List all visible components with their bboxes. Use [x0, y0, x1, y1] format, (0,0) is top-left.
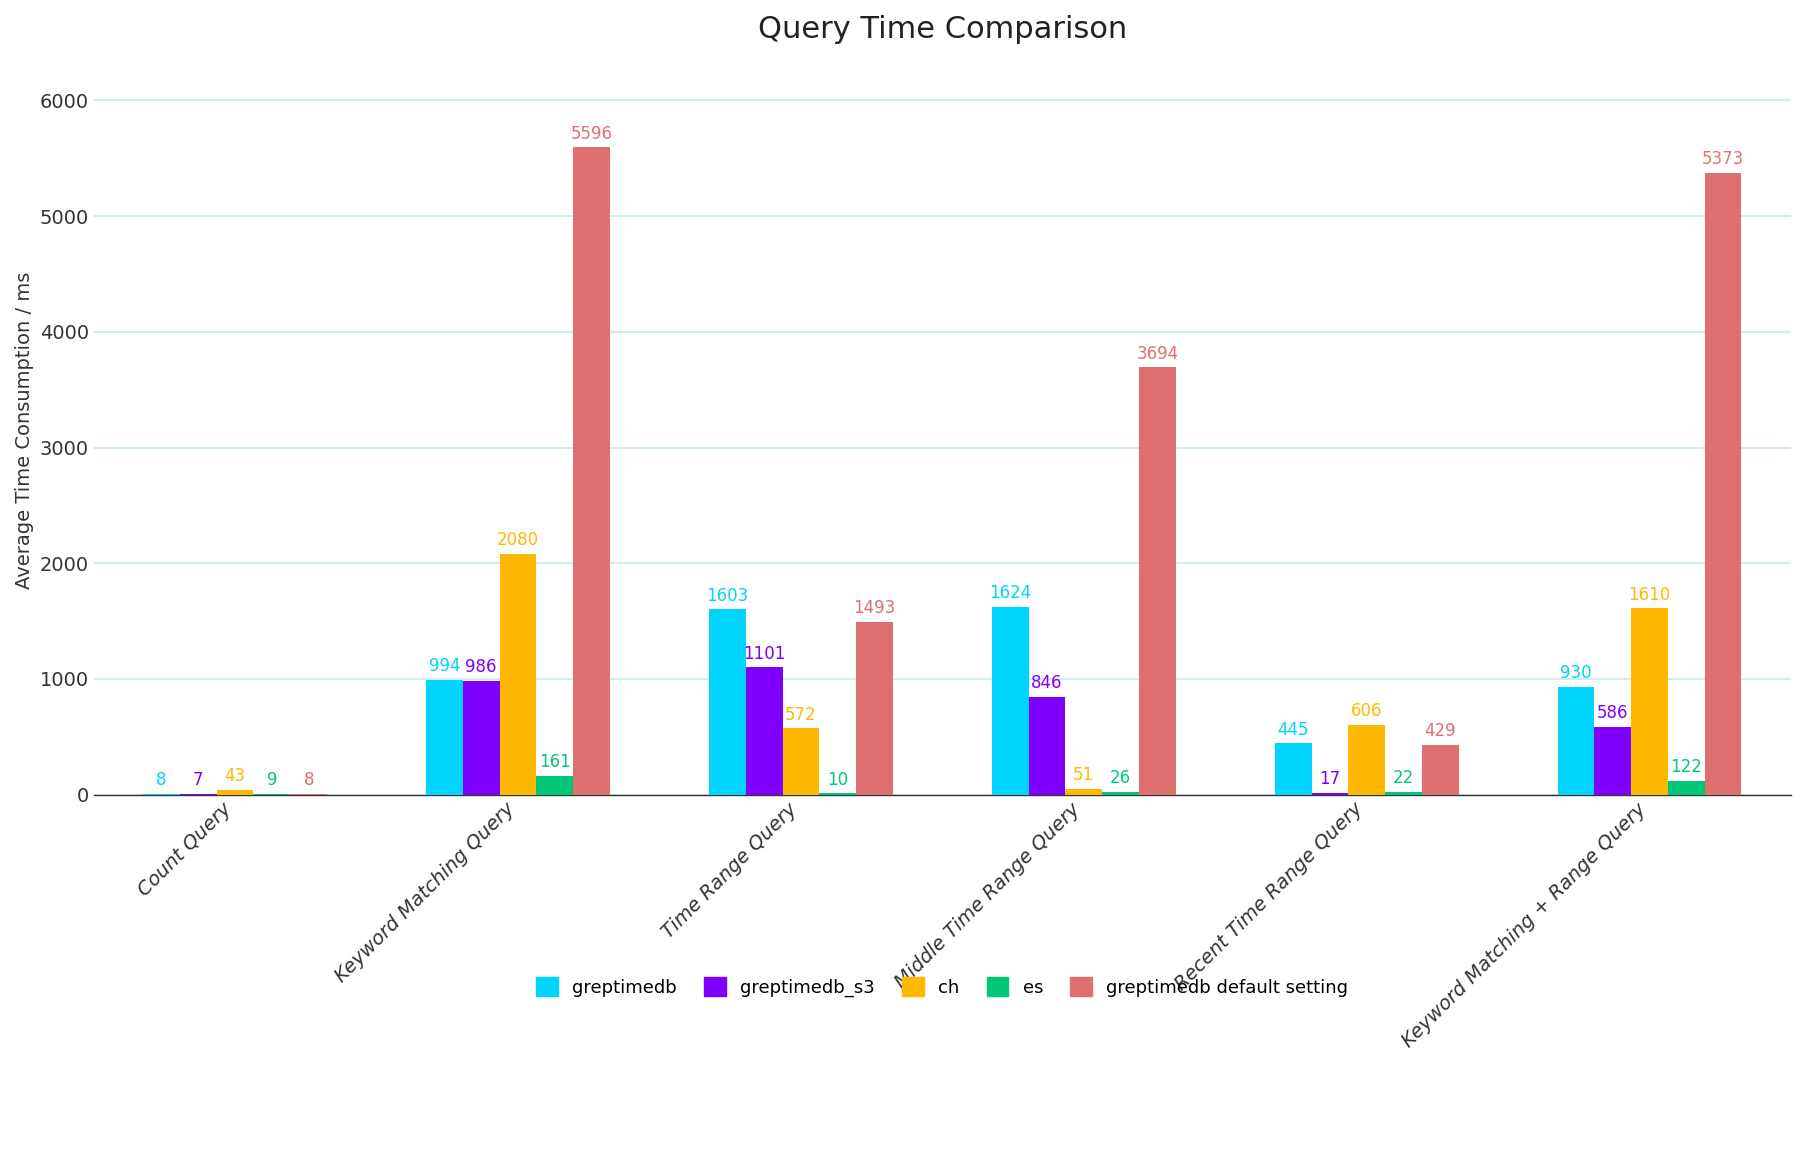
Text: 986: 986 [466, 658, 496, 676]
Bar [1704, 173, 1740, 795]
Text: 9: 9 [267, 770, 276, 789]
Text: 606: 606 [1350, 702, 1381, 720]
Bar [1594, 727, 1630, 795]
Bar [1421, 745, 1458, 795]
Bar [1139, 367, 1175, 795]
Y-axis label: Average Time Consumption / ms: Average Time Consumption / ms [14, 272, 34, 589]
Text: 1624: 1624 [989, 584, 1031, 602]
Bar [991, 607, 1029, 795]
Bar [782, 729, 819, 795]
Text: 8: 8 [157, 772, 166, 789]
Bar [500, 554, 536, 795]
Bar [1101, 791, 1139, 795]
Bar [1668, 781, 1704, 795]
Text: 1603: 1603 [706, 587, 747, 604]
Text: 1610: 1610 [1628, 586, 1670, 604]
Bar [745, 667, 782, 795]
Text: 1493: 1493 [852, 600, 895, 617]
Bar [1274, 744, 1310, 795]
Bar [856, 622, 892, 795]
Text: 586: 586 [1596, 704, 1628, 723]
Text: 51: 51 [1072, 766, 1094, 784]
Text: 10: 10 [827, 770, 848, 789]
Bar [709, 609, 745, 795]
Text: 5596: 5596 [570, 124, 612, 143]
Bar [1029, 697, 1065, 795]
Bar [536, 776, 572, 795]
Title: Query Time Comparison: Query Time Comparison [758, 15, 1126, 44]
Text: 43: 43 [224, 767, 245, 786]
Text: 8: 8 [303, 772, 314, 789]
Legend: greptimedb, greptimedb_s3, ch, es, greptimedb default setting: greptimedb, greptimedb_s3, ch, es, grept… [529, 970, 1356, 1004]
Bar [1065, 789, 1101, 795]
Text: 161: 161 [538, 753, 570, 772]
Bar [1310, 792, 1348, 795]
Bar [217, 790, 253, 795]
Bar [1630, 609, 1668, 795]
Text: 445: 445 [1276, 720, 1309, 739]
Text: 2080: 2080 [496, 531, 538, 550]
Text: 7: 7 [193, 772, 204, 789]
Bar [1348, 725, 1384, 795]
Bar [1556, 687, 1594, 795]
Text: 17: 17 [1319, 770, 1339, 788]
Text: 3694: 3694 [1135, 345, 1177, 363]
Bar [1384, 792, 1421, 795]
Bar [462, 681, 500, 795]
Text: 22: 22 [1392, 769, 1413, 788]
Text: 429: 429 [1424, 723, 1455, 740]
Text: 572: 572 [785, 705, 816, 724]
Text: 846: 846 [1031, 674, 1061, 693]
Bar [572, 148, 610, 795]
Text: 122: 122 [1670, 758, 1702, 776]
Text: 930: 930 [1560, 665, 1590, 682]
Text: 5373: 5373 [1700, 150, 1744, 168]
Text: 994: 994 [428, 657, 460, 675]
Bar [426, 680, 462, 795]
Text: 1101: 1101 [742, 645, 785, 662]
Text: 26: 26 [1110, 769, 1130, 787]
